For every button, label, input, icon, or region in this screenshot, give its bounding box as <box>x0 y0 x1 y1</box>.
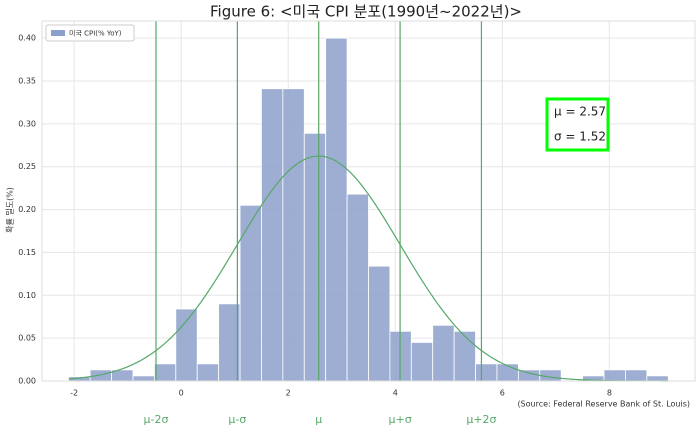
sigma-label: μ <box>315 413 322 426</box>
y-tick-label: 0.35 <box>18 77 36 86</box>
y-tick-label: 0.30 <box>18 119 36 128</box>
histogram-bar <box>261 88 284 382</box>
y-axis-label: 확률 밀도(%) <box>5 187 15 233</box>
x-tick-label: 6 <box>500 389 505 398</box>
x-tick-label: 8 <box>607 389 612 398</box>
source-note: (Source: Federal Reserve Bank of St. Lou… <box>517 400 690 409</box>
y-tick-label: 0.40 <box>18 34 36 43</box>
histogram-bar <box>89 369 112 382</box>
histogram-bar <box>346 193 369 382</box>
y-tick-label: 0.25 <box>18 162 36 171</box>
x-tick-label: 4 <box>393 389 398 398</box>
x-tick-label: -2 <box>70 389 78 398</box>
plot-frame <box>41 20 696 382</box>
histogram-bar <box>453 330 476 382</box>
y-tick-label: 0.15 <box>18 248 36 257</box>
histogram-bar <box>368 265 391 382</box>
chart-title: Figure 6: <미국 CPI 분포(1990년~2022년)> <box>210 3 522 21</box>
histogram-bar <box>625 369 648 382</box>
histogram-bar <box>239 204 262 382</box>
histogram-bar <box>432 324 455 382</box>
stats-annotation: σ = 1.52 <box>554 130 606 144</box>
sigma-label: μ-2σ <box>144 413 169 426</box>
histogram-bar <box>603 369 626 382</box>
normal-fit-curve <box>68 155 669 382</box>
histogram-bar <box>175 308 198 382</box>
legend-box <box>45 24 135 42</box>
histogram-bar <box>410 342 434 382</box>
sigma-label: μ+σ <box>388 413 411 426</box>
histogram-bar <box>154 363 177 382</box>
x-tick-label: 2 <box>286 389 291 398</box>
histogram-bar <box>646 375 669 382</box>
y-tick-label: 0.00 <box>18 377 36 386</box>
sigma-label: μ+2σ <box>466 413 496 426</box>
legend-label: 미국 CPI(% YoY) <box>69 29 122 38</box>
histogram-bar <box>475 363 498 382</box>
y-tick-label: 0.05 <box>18 334 36 343</box>
histogram-bar <box>132 375 155 382</box>
histogram-bar <box>282 88 305 382</box>
y-tick-label: 0.20 <box>18 205 36 214</box>
stats-annotation: μ = 2.57 <box>554 105 606 119</box>
histogram-bar <box>325 37 348 382</box>
legend-swatch <box>51 30 65 36</box>
histogram-bar <box>196 363 220 382</box>
y-tick-label: 0.10 <box>18 291 36 300</box>
sigma-label: μ-σ <box>228 413 246 426</box>
histogram-bar <box>303 132 327 382</box>
x-tick-label: 0 <box>179 389 184 398</box>
stats-box <box>545 97 610 152</box>
